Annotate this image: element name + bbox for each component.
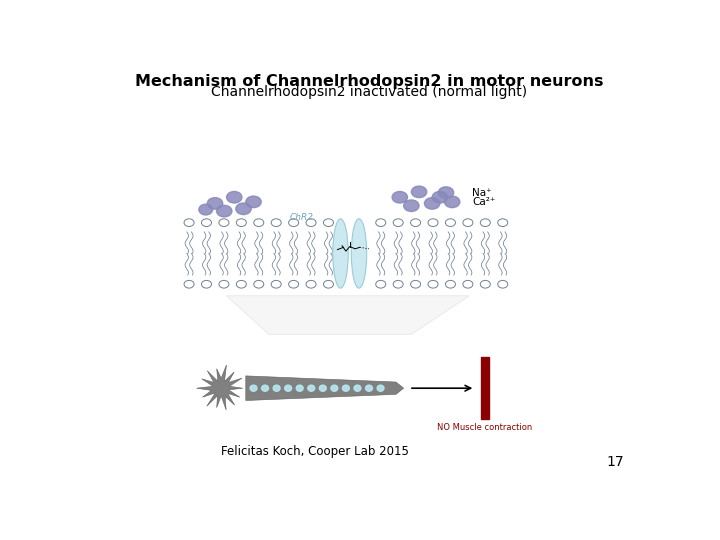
Ellipse shape <box>498 219 508 226</box>
Polygon shape <box>227 296 469 334</box>
Ellipse shape <box>376 280 386 288</box>
Ellipse shape <box>273 385 280 392</box>
Ellipse shape <box>320 385 326 392</box>
Ellipse shape <box>199 204 212 215</box>
Ellipse shape <box>306 280 316 288</box>
Ellipse shape <box>498 280 508 288</box>
Ellipse shape <box>377 385 384 392</box>
Ellipse shape <box>202 280 212 288</box>
Ellipse shape <box>271 219 282 226</box>
Ellipse shape <box>446 219 456 226</box>
Ellipse shape <box>306 219 316 226</box>
Ellipse shape <box>323 280 333 288</box>
Ellipse shape <box>271 280 282 288</box>
Ellipse shape <box>331 385 338 392</box>
Ellipse shape <box>207 198 222 209</box>
Ellipse shape <box>253 219 264 226</box>
Text: Channelrhodopsin2 inactivated (normal light): Channelrhodopsin2 inactivated (normal li… <box>211 85 527 99</box>
Ellipse shape <box>343 385 349 392</box>
Ellipse shape <box>366 385 372 392</box>
Ellipse shape <box>432 192 448 203</box>
Ellipse shape <box>354 385 361 392</box>
Ellipse shape <box>428 280 438 288</box>
Ellipse shape <box>184 219 194 226</box>
Ellipse shape <box>184 280 194 288</box>
Ellipse shape <box>463 280 473 288</box>
Ellipse shape <box>219 219 229 226</box>
Ellipse shape <box>446 280 456 288</box>
Ellipse shape <box>236 280 246 288</box>
Ellipse shape <box>351 219 366 288</box>
Ellipse shape <box>480 219 490 226</box>
Ellipse shape <box>438 187 454 198</box>
Ellipse shape <box>219 280 229 288</box>
Ellipse shape <box>444 196 460 208</box>
Ellipse shape <box>284 385 292 392</box>
Ellipse shape <box>289 280 299 288</box>
Ellipse shape <box>235 203 251 214</box>
Text: Na⁺: Na⁺ <box>472 187 492 198</box>
Ellipse shape <box>236 219 246 226</box>
Ellipse shape <box>253 280 264 288</box>
Ellipse shape <box>410 280 420 288</box>
Ellipse shape <box>410 219 420 226</box>
Ellipse shape <box>250 385 257 392</box>
Text: NO Muscle contraction: NO Muscle contraction <box>437 423 533 432</box>
Ellipse shape <box>480 280 490 288</box>
Ellipse shape <box>411 186 427 198</box>
Ellipse shape <box>296 385 303 392</box>
Ellipse shape <box>227 192 242 203</box>
Text: Ca²⁺: Ca²⁺ <box>472 197 495 207</box>
Polygon shape <box>246 376 404 401</box>
Ellipse shape <box>392 192 408 203</box>
Ellipse shape <box>463 219 473 226</box>
Ellipse shape <box>376 219 386 226</box>
Text: Mechanism of Channelrhodopsin2 in motor neurons: Mechanism of Channelrhodopsin2 in motor … <box>135 74 603 89</box>
Ellipse shape <box>393 219 403 226</box>
Ellipse shape <box>393 280 403 288</box>
Ellipse shape <box>289 219 299 226</box>
Ellipse shape <box>202 219 212 226</box>
Ellipse shape <box>428 219 438 226</box>
Ellipse shape <box>246 196 261 208</box>
Text: Felicitas Koch, Cooper Lab 2015: Felicitas Koch, Cooper Lab 2015 <box>221 444 409 457</box>
Polygon shape <box>197 365 243 410</box>
Ellipse shape <box>404 200 419 212</box>
Text: 17: 17 <box>606 455 624 469</box>
Text: ChR2: ChR2 <box>289 213 313 222</box>
Ellipse shape <box>217 205 232 217</box>
Ellipse shape <box>261 385 269 392</box>
Ellipse shape <box>307 385 315 392</box>
Ellipse shape <box>425 198 440 209</box>
Bar <box>481 357 489 419</box>
Ellipse shape <box>333 219 348 288</box>
Ellipse shape <box>323 219 333 226</box>
